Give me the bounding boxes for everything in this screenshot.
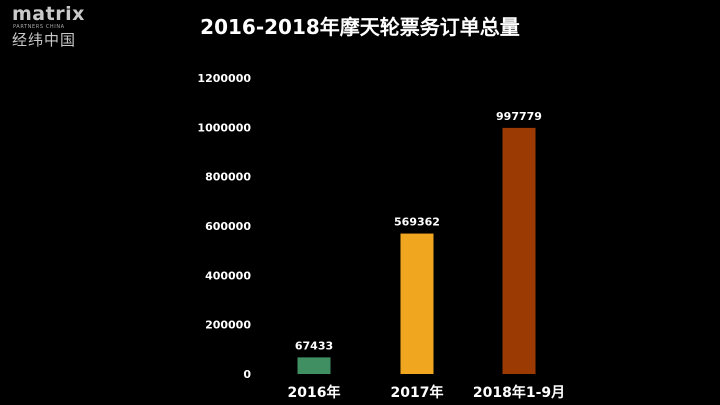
logo-chinese-name: 经纬中国 — [12, 31, 77, 49]
x-category-label: 2018年1-9月 — [473, 384, 565, 401]
y-tick-label: 200000 — [205, 319, 251, 332]
bar-value-label: 569362 — [394, 216, 440, 229]
logo-wordmark: matrix — [12, 3, 85, 25]
bar-value-label: 997779 — [496, 110, 542, 123]
bar-value-label: 67433 — [295, 339, 333, 352]
logo-subtitle: PARTNERS CHINA — [13, 24, 65, 30]
y-tick-label: 1000000 — [197, 121, 251, 134]
x-category-label: 2016年 — [288, 384, 341, 401]
matrix-logo: matrix PARTNERS CHINA 经纬中国 — [12, 4, 92, 52]
bar-1 — [297, 357, 331, 374]
y-tick-label: 400000 — [205, 269, 251, 282]
bar-2 — [400, 233, 434, 374]
x-category-label: 2017年 — [391, 384, 444, 401]
chart-title: 2016-2018年摩天轮票务订单总量 — [200, 15, 520, 39]
y-tick-label: 0 — [243, 368, 251, 381]
y-tick-label: 1200000 — [197, 72, 251, 85]
y-tick-label: 600000 — [205, 220, 251, 233]
bar-3 — [502, 127, 536, 374]
y-tick-label: 800000 — [205, 171, 251, 184]
